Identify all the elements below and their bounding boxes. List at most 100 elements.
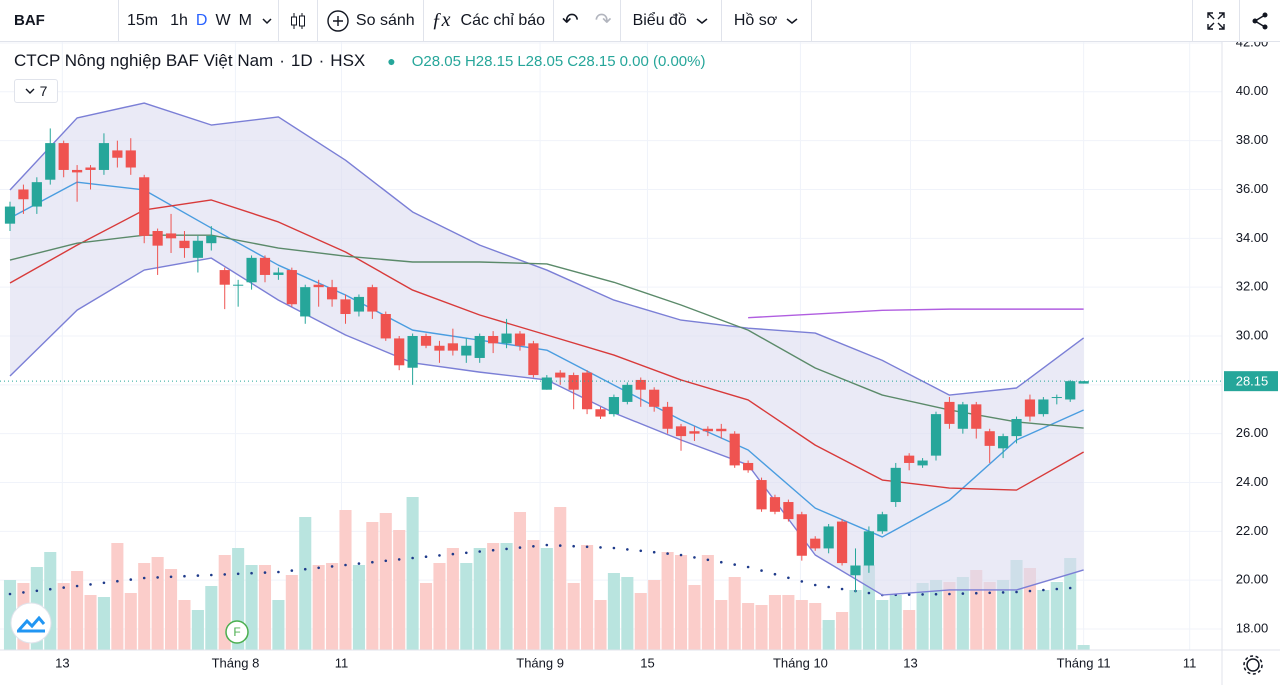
candle-body [1024,399,1036,417]
separator [118,0,119,42]
volume-bar [178,600,191,650]
candle-body [1011,419,1022,437]
volume-ma-dot [478,550,482,553]
fullscreen-button[interactable] [1193,0,1239,42]
volume-bar [487,543,500,650]
volume-ma-dot [585,545,589,549]
volume-bar [728,577,741,650]
volume-ma-dot [867,591,871,595]
indicators-button[interactable]: ƒx Các chỉ báo [424,0,553,42]
volume-bar [339,510,352,650]
candle-body [957,404,968,429]
volume-bar [607,573,620,650]
volume-ma-dot [505,547,508,551]
interval-dropdown[interactable] [256,0,278,42]
volume-bar [876,600,889,650]
volume-bar [446,548,459,650]
volume-ma-dot [236,572,240,576]
volume-ma-dot [813,583,817,587]
volume-bar [245,565,258,650]
indicators-label: Các chỉ báo [460,11,546,29]
undo-button[interactable]: ↶ [562,10,579,32]
share-button[interactable] [1240,0,1280,42]
candle-body [340,299,351,315]
volume-bar [1077,645,1090,650]
last-price-label: 28.15 [1236,374,1269,389]
volume-bar [889,595,902,650]
indicator-line [9,199,1084,491]
volume-ma-dot [988,591,991,595]
volume-ma-dot [169,575,173,579]
compare-button[interactable]: So sánh [318,0,423,42]
volume-bar [165,569,178,650]
volume-ma-dot [948,592,951,596]
volume-ma-dot [639,549,643,553]
x-tick-label: 13 [55,655,69,670]
volume-ma-dot [1042,588,1045,592]
volume-bar [755,605,768,650]
y-tick-label: 26.00 [1236,425,1269,440]
volume-bar [433,563,446,650]
market-status[interactable]: ● [387,53,396,69]
volume-ma-dot [397,558,401,561]
interval[interactable]: M [238,11,252,29]
chart-menu[interactable]: Biểu đồ [621,0,721,42]
instrument-name: CTCP Nông nghiệp BAF Việt Nam [14,51,274,70]
candle-body [152,230,163,246]
candle-body [984,431,995,446]
candle-body [179,240,190,249]
redo-button[interactable]: ↷ [594,10,612,32]
volume-bar [621,577,634,650]
candle-body [112,150,123,158]
candle-body [917,460,928,466]
time-axis-settings[interactable] [1243,655,1263,675]
volume-bar [715,600,728,650]
volume-bar [366,522,379,650]
indicator-toggle[interactable]: 7 [14,79,58,103]
profile-menu[interactable]: Hồ sơ [722,0,811,42]
candle-body [649,389,660,407]
interval[interactable]: 1h [170,11,188,29]
volume-ma-dot [344,563,347,567]
candle-body [420,335,432,346]
interval[interactable]: D [195,11,208,29]
candle-body [206,235,217,244]
volume-bar [138,563,151,650]
candle-body [501,333,512,344]
y-tick-label: 34.00 [1236,230,1269,245]
volume-bar [956,577,969,650]
candle-body [756,480,767,510]
volume-bar [1050,582,1063,650]
fx-icon: ƒx [431,9,451,31]
candle-body [246,257,257,283]
volume-bar [648,580,661,650]
volume-ma-dot [1068,586,1072,590]
separator [1192,0,1193,42]
legend-high: H28.15 [464,52,514,70]
interval[interactable]: 15m [127,11,159,29]
y-tick-label: 38.00 [1236,132,1269,147]
volume-bar [809,603,822,650]
volume-bar [500,543,513,650]
candle-body [286,270,297,305]
event-marker[interactable]: F [225,620,249,644]
candle-body [18,189,29,200]
last-price-box [1224,371,1278,392]
candle-body [139,177,150,236]
candle-body [1078,381,1089,384]
chart-type[interactable] [279,0,317,42]
volume-bar [299,517,312,650]
volume-bar [527,540,540,650]
volume-bar [701,555,714,650]
volume-ma-dot [196,574,200,577]
volume-bar [768,595,782,650]
separator [811,0,813,42]
volume-ma-dot [129,578,133,581]
candle-body [743,462,754,471]
candle-body [944,401,955,424]
candle-body [488,335,499,344]
x-tick-label: Tháng 11 [1057,655,1111,670]
volume-ma-dot [371,560,374,564]
interval[interactable]: W [215,11,231,29]
symbol[interactable]: BAF [14,12,45,29]
